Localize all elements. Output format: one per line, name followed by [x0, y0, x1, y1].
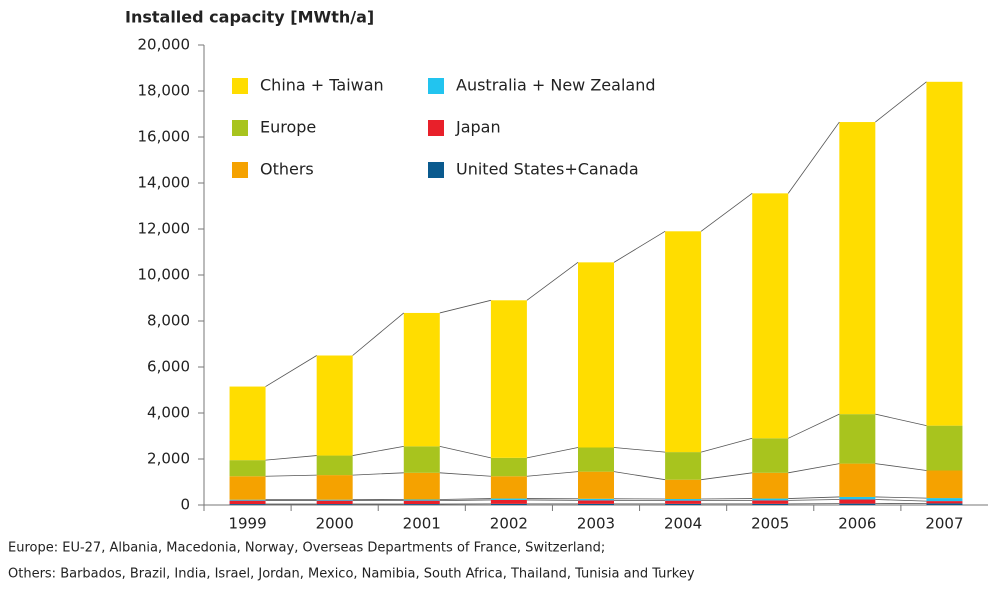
bar-segment — [578, 500, 614, 504]
bar-segment — [752, 438, 789, 473]
legend-label: United States+Canada — [456, 160, 639, 179]
bar-segment — [926, 498, 963, 502]
bar-segment — [578, 447, 614, 472]
bar-segment — [403, 472, 440, 500]
bar-segment — [926, 503, 963, 505]
y-tick-label: 12,000 — [138, 220, 191, 238]
bar-segment — [752, 498, 789, 501]
y-tick-label: 20,000 — [138, 36, 191, 54]
y-tick-label: 14,000 — [138, 174, 191, 192]
bar-segment — [839, 499, 876, 504]
legend-box — [205, 65, 687, 190]
connector-line — [265, 502, 927, 505]
legend-label: Japan — [455, 118, 501, 137]
bar-segment — [403, 500, 440, 505]
bar-segment — [229, 476, 266, 500]
bar-segment — [665, 452, 702, 480]
annotation: Europe: EU-27, Albania, Macedonia, Norwa… — [8, 541, 605, 556]
legend-label: Australia + New Zealand — [456, 76, 656, 95]
y-tick-label: 4,000 — [147, 404, 190, 422]
bar-segment — [926, 81, 963, 426]
bar-segment — [578, 503, 614, 505]
bar-segment — [229, 386, 266, 461]
bar-segment — [403, 504, 440, 505]
bar-segment — [839, 496, 876, 500]
y-tick-label: 8,000 — [147, 312, 190, 330]
bar-segment — [926, 425, 963, 471]
bar-segment — [752, 472, 789, 499]
x-tick-label: 2005 — [751, 515, 789, 533]
bar-segment — [752, 193, 789, 439]
legend-label: Others — [260, 160, 314, 179]
connector-line — [265, 496, 927, 501]
bar-segment — [316, 475, 353, 500]
axis-title: Installed capacity [MWth/a] — [125, 8, 374, 27]
bar-segment — [839, 414, 876, 464]
bar-segment — [403, 446, 440, 473]
bar-segment — [926, 470, 963, 499]
legend-swatch — [428, 162, 444, 178]
x-tick-label: 2002 — [490, 515, 528, 533]
bar-segment — [316, 504, 353, 505]
legend-label: Europe — [260, 118, 316, 137]
bar-segment — [578, 498, 614, 501]
bar-segment — [316, 500, 353, 505]
annotation: Others: Barbados, Brazil, India, Israel,… — [8, 567, 695, 582]
bar-segment — [578, 471, 614, 499]
bar-segment — [490, 499, 527, 504]
x-tick-label: 2004 — [664, 515, 702, 533]
connector-line — [265, 413, 927, 461]
connector-line — [265, 81, 927, 387]
bar-segment — [403, 499, 440, 501]
y-tick-label: 18,000 — [138, 82, 191, 100]
legend-swatch — [428, 120, 444, 136]
bar-segment — [665, 503, 702, 505]
bar-segment — [839, 503, 876, 505]
y-tick-label: 10,000 — [138, 266, 191, 284]
bar-segment — [752, 503, 789, 505]
legend-swatch — [232, 120, 248, 136]
y-tick-label: 0 — [180, 496, 190, 514]
bar-segment — [229, 500, 266, 505]
bar-segment — [839, 122, 876, 415]
bar-segment — [490, 300, 527, 458]
x-tick-label: 2003 — [577, 515, 615, 533]
y-tick-label: 16,000 — [138, 128, 191, 146]
bar-segment — [316, 499, 353, 501]
bar-segment — [490, 476, 527, 499]
bar-segment — [316, 355, 353, 456]
bar-segment — [578, 262, 614, 448]
connector-line — [265, 463, 927, 481]
bar-segment — [665, 500, 702, 504]
y-tick-label: 6,000 — [147, 358, 190, 376]
x-tick-label: 2007 — [925, 515, 963, 533]
x-tick-label: 2001 — [403, 515, 441, 533]
x-tick-label: 2000 — [316, 515, 354, 533]
legend-swatch — [428, 78, 444, 94]
bar-segment — [926, 501, 963, 504]
bar-segment — [229, 460, 266, 477]
bar-segment — [229, 499, 266, 501]
x-tick-label: 2006 — [838, 515, 876, 533]
bar-segment — [229, 504, 266, 505]
legend-label: China + Taiwan — [260, 76, 384, 95]
bar-segment — [316, 455, 353, 476]
bar-segment — [403, 312, 440, 447]
bar-segment — [839, 463, 876, 497]
bar-segment — [752, 500, 789, 504]
bar-segment — [490, 457, 527, 477]
x-tick-label: 1999 — [228, 515, 266, 533]
legend-swatch — [232, 162, 248, 178]
bar-segment — [665, 479, 702, 500]
connector-line — [265, 499, 927, 502]
bar-segment — [665, 231, 702, 453]
bar-segment — [490, 503, 527, 505]
bar-segment — [490, 498, 527, 500]
legend-swatch — [232, 78, 248, 94]
bar-segment — [665, 499, 702, 501]
y-tick-label: 2,000 — [147, 450, 190, 468]
